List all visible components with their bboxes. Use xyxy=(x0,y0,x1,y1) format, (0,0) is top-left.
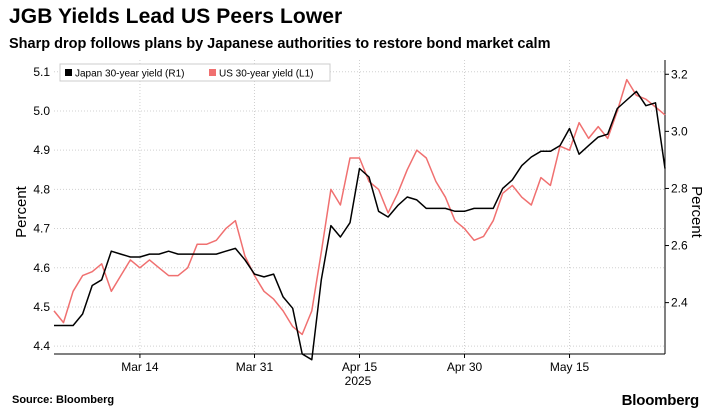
y-tick-label-left: 5.1 xyxy=(33,65,50,79)
x-tick-label: Apr 15 xyxy=(342,360,378,374)
source-note: Source: Bloomberg xyxy=(12,394,115,406)
x-tick-label: May 15 xyxy=(550,360,590,374)
axis-layer: 4.4 4.5 4.6 4.7 4.8 4.9 5.0 5.1 2.4 2.6 2.8 3.0 3.2 M… xyxy=(33,60,688,374)
y-tick-label-right: 3.2 xyxy=(671,67,688,81)
chart-subtitle: Sharp drop follows plans by Japanese aut… xyxy=(9,36,551,52)
y-tick-label-left: 4.9 xyxy=(33,143,50,157)
series-line-us xyxy=(53,78,666,336)
legend-swatch-japan xyxy=(65,69,72,76)
x-tick-label: Mar 31 xyxy=(236,360,274,374)
y-tick-label-right: 2.4 xyxy=(671,296,688,310)
y-tick-label-right: 2.6 xyxy=(671,239,688,253)
legend-label-japan: Japan 30-year yield (R1) xyxy=(75,69,185,80)
y-tick-label-left: 5.0 xyxy=(33,104,50,118)
legend-box xyxy=(59,63,331,82)
y-tick-label-left: 4.4 xyxy=(33,339,50,353)
brand-logo: Bloomberg xyxy=(621,392,700,409)
legend-label-us: US 30-year yield (L1) xyxy=(219,69,313,80)
y-tick-label-left: 4.7 xyxy=(33,222,50,236)
y-axis-title-right: Percent xyxy=(688,186,705,239)
y-tick-label-left: 4.8 xyxy=(33,182,50,196)
x-tick-label: Mar 14 xyxy=(121,360,159,374)
x-tick-label: Apr 30 xyxy=(447,360,483,374)
legend: Japan 30-year yield (R1) US 30-year yield… xyxy=(59,63,331,82)
grid-layer xyxy=(54,60,665,354)
x-axis-year-label: 2025 xyxy=(345,374,372,388)
y-tick-label-right: 3.0 xyxy=(671,124,688,138)
chart-title: JGB Yields Lead US Peers Lower xyxy=(9,5,343,28)
series-line-japan xyxy=(54,90,666,361)
y-axis-title-left: Percent xyxy=(13,185,30,238)
legend-swatch-us xyxy=(209,69,216,76)
y-tick-label-right: 2.8 xyxy=(671,181,688,195)
series-layer xyxy=(53,78,666,361)
y-tick-label-left: 4.5 xyxy=(33,300,50,314)
y-tick-label-left: 4.6 xyxy=(33,261,50,275)
